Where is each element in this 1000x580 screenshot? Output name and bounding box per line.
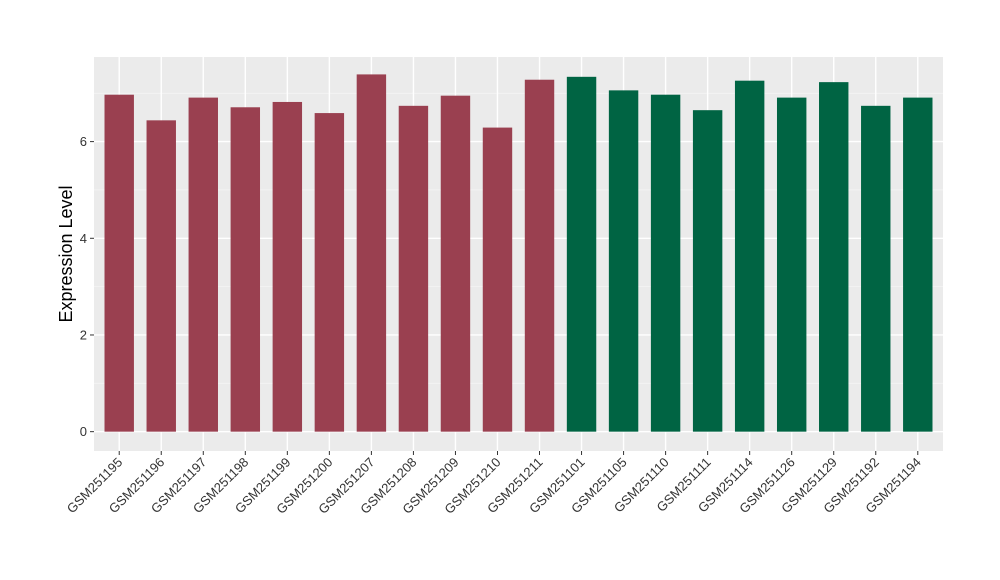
- bar: [819, 82, 849, 432]
- bar: [608, 90, 639, 432]
- y-axis-title: Expression Level: [56, 185, 76, 322]
- bar: [692, 110, 723, 432]
- y-tick-label: 4: [80, 231, 87, 246]
- bar: [482, 127, 513, 432]
- bar: [524, 79, 555, 432]
- bar: [230, 107, 261, 432]
- x-axis: GSM251195GSM251196GSM251197GSM251198GSM2…: [64, 451, 924, 517]
- y-tick-label: 6: [80, 134, 87, 149]
- bar: [314, 113, 345, 432]
- bar: [398, 105, 429, 432]
- bar: [146, 120, 176, 432]
- bar: [356, 74, 387, 432]
- bar: [104, 94, 134, 432]
- bar: [903, 97, 933, 432]
- bars: [104, 74, 933, 432]
- bar: [650, 94, 681, 432]
- y-axis: 0 2 4 6: [80, 134, 94, 439]
- bar: [734, 80, 765, 432]
- bar: [566, 76, 597, 432]
- bar: [776, 97, 807, 432]
- bar: [440, 95, 471, 432]
- y-tick-label: 2: [80, 327, 87, 342]
- plot-panel: [94, 57, 943, 451]
- bar: [861, 105, 891, 432]
- bar: [188, 97, 218, 432]
- y-tick-label: 0: [80, 424, 87, 439]
- bar: [272, 101, 303, 432]
